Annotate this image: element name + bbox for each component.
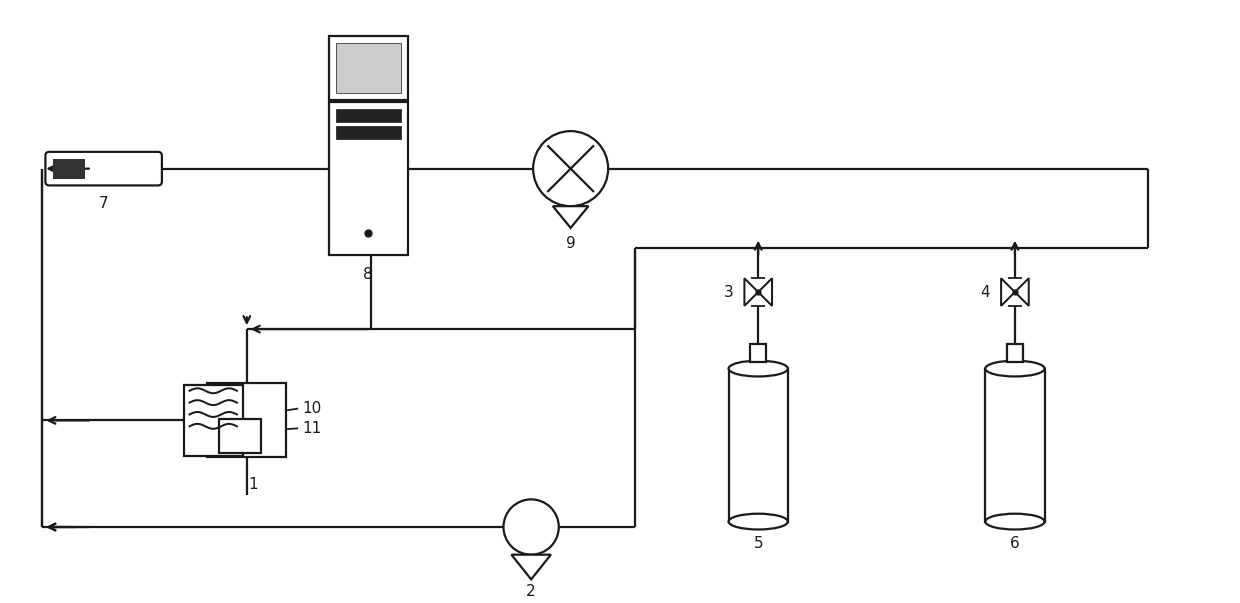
Text: 7: 7 (99, 196, 108, 210)
Polygon shape (744, 278, 758, 306)
Bar (750, 344, 766, 362)
Bar (986, 368, 1044, 522)
Polygon shape (511, 555, 551, 579)
Bar (329, 36, 408, 100)
Text: 2: 2 (526, 584, 536, 599)
Bar (329, 102, 408, 255)
Polygon shape (1014, 278, 1029, 306)
Text: 11: 11 (303, 421, 321, 436)
Polygon shape (1001, 278, 1014, 306)
Ellipse shape (729, 514, 787, 529)
Bar (336, 125, 401, 139)
Bar (207, 384, 286, 458)
FancyBboxPatch shape (46, 152, 162, 186)
Bar (336, 43, 401, 93)
Bar (336, 109, 401, 122)
Bar (53, 159, 84, 178)
Text: 1: 1 (248, 477, 258, 492)
Text: 5: 5 (754, 536, 763, 551)
Polygon shape (553, 206, 589, 228)
Text: 3: 3 (724, 285, 734, 300)
Bar (1007, 344, 1023, 362)
Polygon shape (758, 278, 773, 306)
Text: 6: 6 (1011, 536, 1019, 551)
Text: 9: 9 (565, 236, 575, 251)
Ellipse shape (729, 361, 787, 376)
Bar (219, 419, 260, 453)
Bar (184, 385, 243, 456)
Circle shape (503, 499, 559, 555)
Ellipse shape (986, 361, 1044, 376)
Ellipse shape (533, 131, 608, 206)
Text: 4: 4 (981, 285, 990, 300)
Text: 10: 10 (303, 401, 321, 416)
Ellipse shape (986, 514, 1044, 529)
Bar (729, 368, 787, 522)
Text: 8: 8 (363, 267, 373, 282)
